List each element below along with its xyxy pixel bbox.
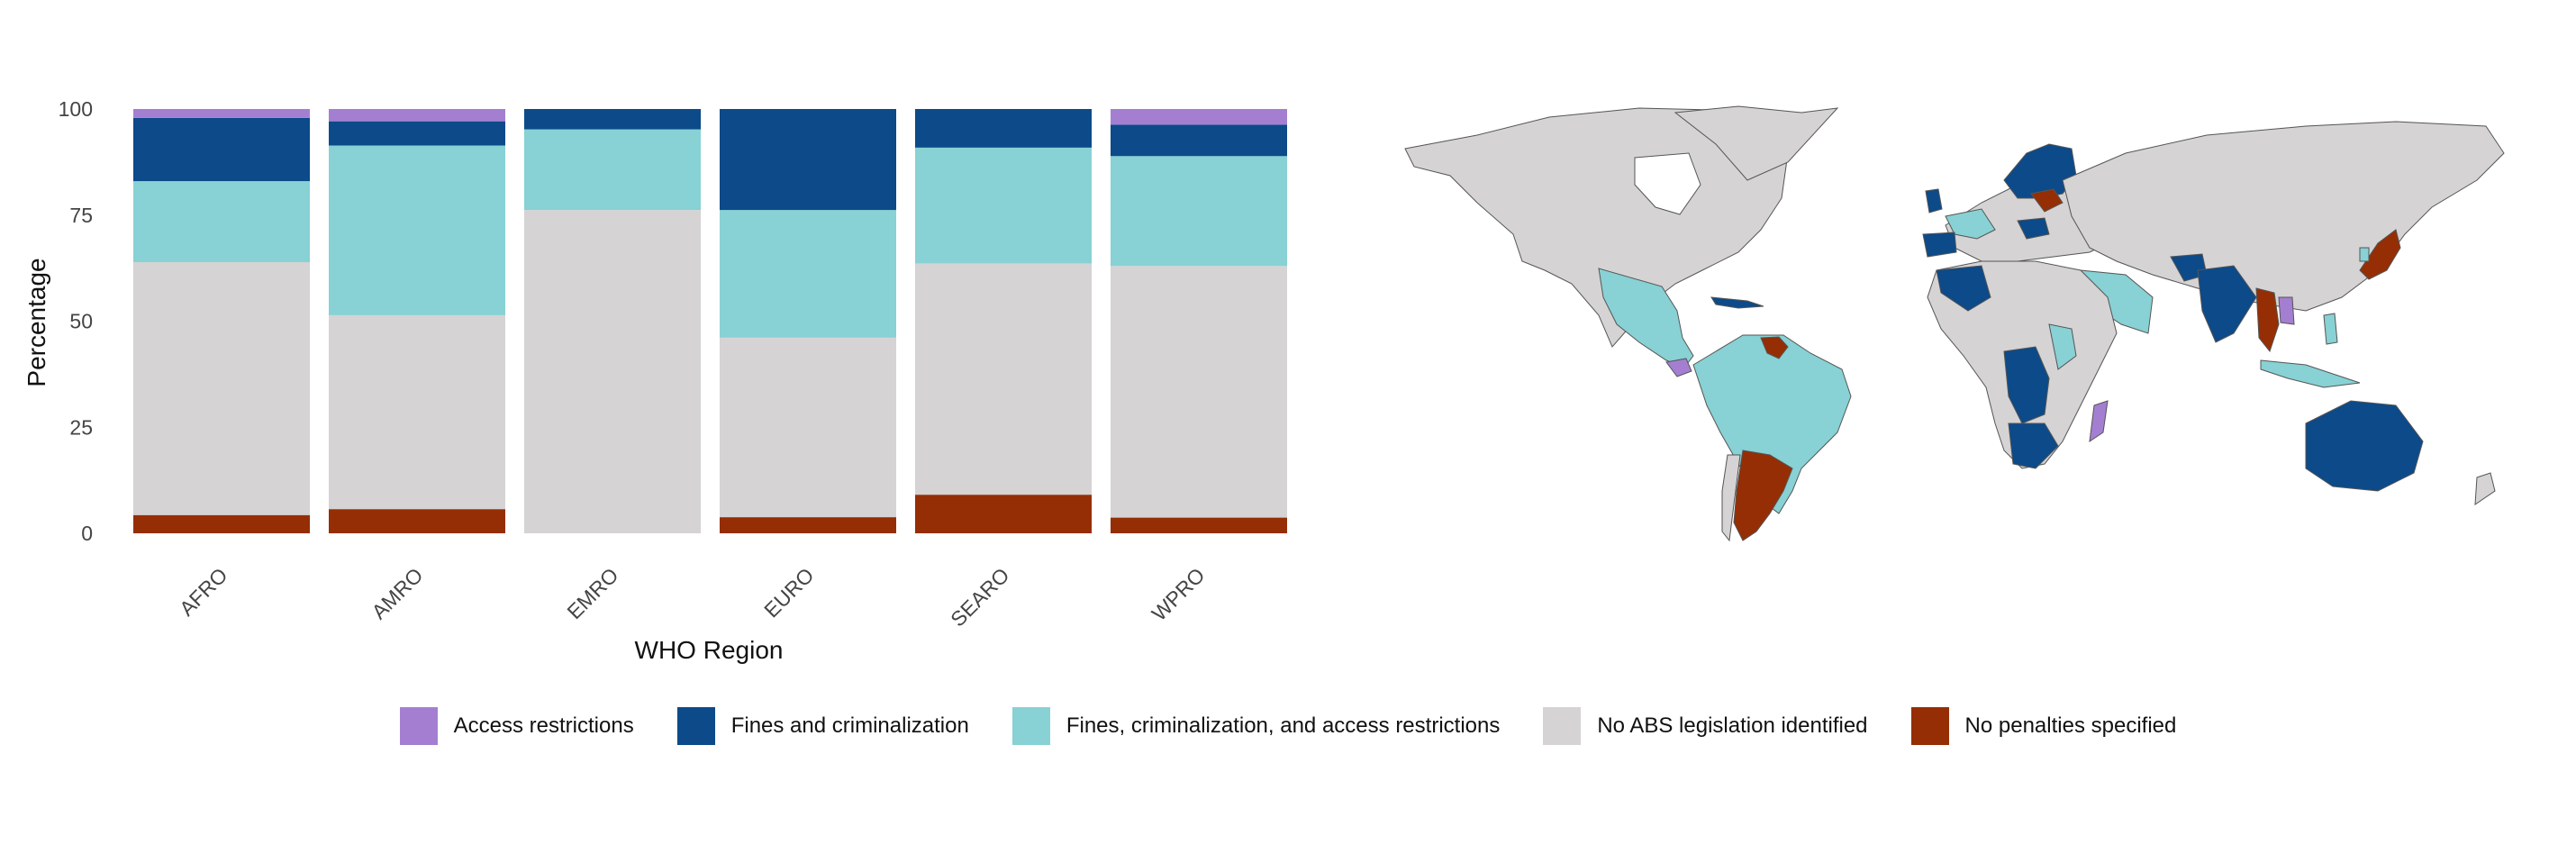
legend-swatch (1011, 707, 1050, 745)
bar-segment (329, 314, 505, 510)
map-balkans (2017, 217, 2050, 240)
map-australia (2305, 400, 2424, 492)
legend-item-fines-criminalization: Fines and criminalization (676, 707, 969, 745)
map-venezuela-guyana (1760, 336, 1789, 359)
bar-segment (329, 145, 505, 315)
map-chile (1721, 454, 1741, 542)
bar-segment (329, 509, 505, 533)
map-se-asia-purple (2278, 296, 2295, 325)
legend-swatch (676, 707, 715, 745)
bar-segment (1111, 266, 1287, 518)
map-indonesia (2260, 359, 2361, 388)
bar-segment (1111, 124, 1287, 157)
bar-segment (524, 129, 701, 211)
bar-segment (133, 109, 310, 118)
bar-segment (720, 517, 896, 533)
map-south-america (1692, 334, 1852, 514)
legend-item-access-restrictions: Access restrictions (399, 707, 634, 745)
y-axis-ticks: 0 25 50 75 100 (59, 97, 93, 545)
y-axis-label: Percentage (23, 258, 50, 386)
y-tick-label: 100 (59, 97, 93, 121)
legend-label: Fines, criminalization, and access restr… (1066, 713, 1501, 738)
map-madagascar (2089, 400, 2109, 443)
y-tick-label: 25 (69, 415, 93, 439)
legend-item-fines-criminalization-access: Fines, criminalization, and access restr… (1011, 707, 1501, 745)
bar-segment (329, 121, 505, 146)
map-se-asia-red (2255, 287, 2280, 353)
bar-segment (915, 147, 1092, 264)
map-west-europe (1945, 208, 1996, 240)
map-east-europe (2030, 188, 2064, 213)
bar-segment (915, 495, 1092, 533)
legend-label: No penalties specified (1964, 713, 2177, 738)
legend-item-no-penalties: No penalties specified (1910, 707, 2177, 745)
map-india (2197, 265, 2257, 343)
legend-swatch (399, 707, 438, 745)
bar-segment (133, 117, 310, 182)
map-uk (1925, 188, 1943, 214)
bar-segment (524, 210, 701, 533)
map-iberia (1922, 232, 1957, 258)
bar-segment (1111, 517, 1287, 533)
y-tick-label: 75 (69, 204, 93, 227)
bar-segment (133, 514, 310, 533)
map-philippines (2323, 313, 2338, 345)
bar-segment (1111, 109, 1287, 125)
map-algeria (1936, 265, 1991, 312)
legend-item-no-abs-legislation: No ABS legislation identified (1543, 707, 1868, 745)
bar-segment (915, 109, 1092, 148)
bar-segment (720, 337, 896, 518)
bar-segment (133, 181, 310, 263)
legend-swatch (1910, 707, 1949, 745)
bar-segment (524, 109, 701, 130)
map-new-zealand (2474, 472, 2496, 505)
map-central-america-restriction (1665, 358, 1692, 377)
bar-segment (720, 210, 896, 338)
y-tick-label: 50 (69, 310, 93, 333)
map-japan (2359, 229, 2401, 280)
world-map (1404, 105, 2505, 542)
legend: Access restrictions Fines and criminaliz… (0, 704, 2576, 748)
x-axis-label: WHO Region (635, 636, 784, 664)
bar-segment (133, 262, 310, 515)
map-central-africa (2003, 346, 2050, 424)
bar-segment (720, 109, 896, 211)
bar-segment (329, 109, 505, 122)
bar-stacks (133, 109, 1287, 533)
map-argentina (1733, 450, 1793, 541)
y-tick-label: 0 (81, 522, 93, 545)
map-greenland (1673, 105, 1839, 181)
legend-label: Access restrictions (453, 713, 634, 738)
map-cuba (1710, 296, 1764, 309)
bar-segment (915, 263, 1092, 495)
legend-swatch (1543, 707, 1582, 745)
map-east-africa (2048, 323, 2077, 370)
map-hudson-bay (1634, 152, 1701, 215)
legend-label: No ABS legislation identified (1597, 713, 1868, 738)
map-korea (2359, 247, 2370, 262)
map-south-africa (2008, 422, 2059, 469)
bar-segment (1111, 156, 1287, 267)
legend-label: Fines and criminalization (730, 713, 969, 738)
